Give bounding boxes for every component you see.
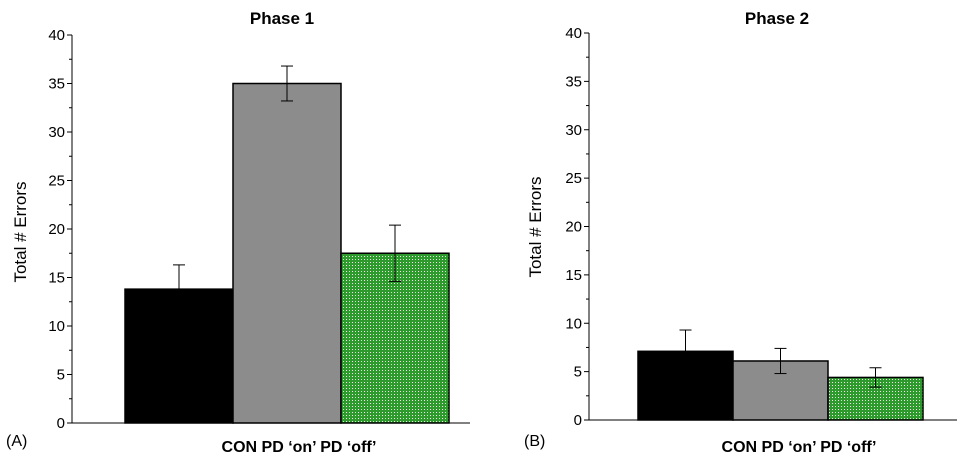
- y-tick-label: 20: [565, 219, 582, 236]
- y-tick-label: 0: [574, 412, 582, 429]
- y-tick-label: 25: [48, 173, 65, 190]
- x-axis-label: CON PD ‘on’ PD ‘off’: [222, 439, 377, 456]
- y-axis-label: Total # Errors: [11, 181, 30, 282]
- y-tick-label: 35: [565, 73, 582, 90]
- y-tick-label: 20: [48, 221, 65, 238]
- y-tick-label: 40: [565, 25, 582, 42]
- panel-label: (B): [524, 433, 545, 450]
- chart-panel-a: Phase 1 Total # Errors CON PD ‘on’ PD ‘o…: [6, 9, 470, 456]
- y-tick-label: 10: [565, 315, 582, 332]
- y-tick-label: 40: [48, 27, 65, 44]
- y-tick-label: 15: [565, 267, 582, 284]
- x-axis-label: CON PD ‘on’ PD ‘off’: [722, 439, 877, 456]
- chart-panel-b: Phase 2 Total # Errors CON PD ‘on’ PD ‘o…: [524, 9, 957, 456]
- panel-label: (A): [6, 433, 27, 450]
- plot-area: 0 5 10 15 20 25 30 35 40: [565, 25, 957, 429]
- y-tick-label: 35: [48, 76, 65, 93]
- chart-title: Phase 2: [745, 9, 809, 28]
- y-tick-label: 30: [565, 122, 582, 139]
- y-tick-label: 5: [57, 367, 65, 384]
- y-tick-label: 10: [48, 318, 65, 335]
- bar: [232, 82, 342, 424]
- plot-area: 0 5 10 15 20 25 30 35 40: [48, 27, 470, 432]
- chart-title: Phase 1: [250, 9, 314, 28]
- y-tick-label: 5: [574, 364, 582, 381]
- y-tick-label: 0: [57, 415, 65, 432]
- y-tick-label: 25: [565, 170, 582, 187]
- y-axis-label: Total # Errors: [526, 176, 545, 277]
- y-tick-label: 15: [48, 270, 65, 287]
- y-tick-label: 30: [48, 124, 65, 141]
